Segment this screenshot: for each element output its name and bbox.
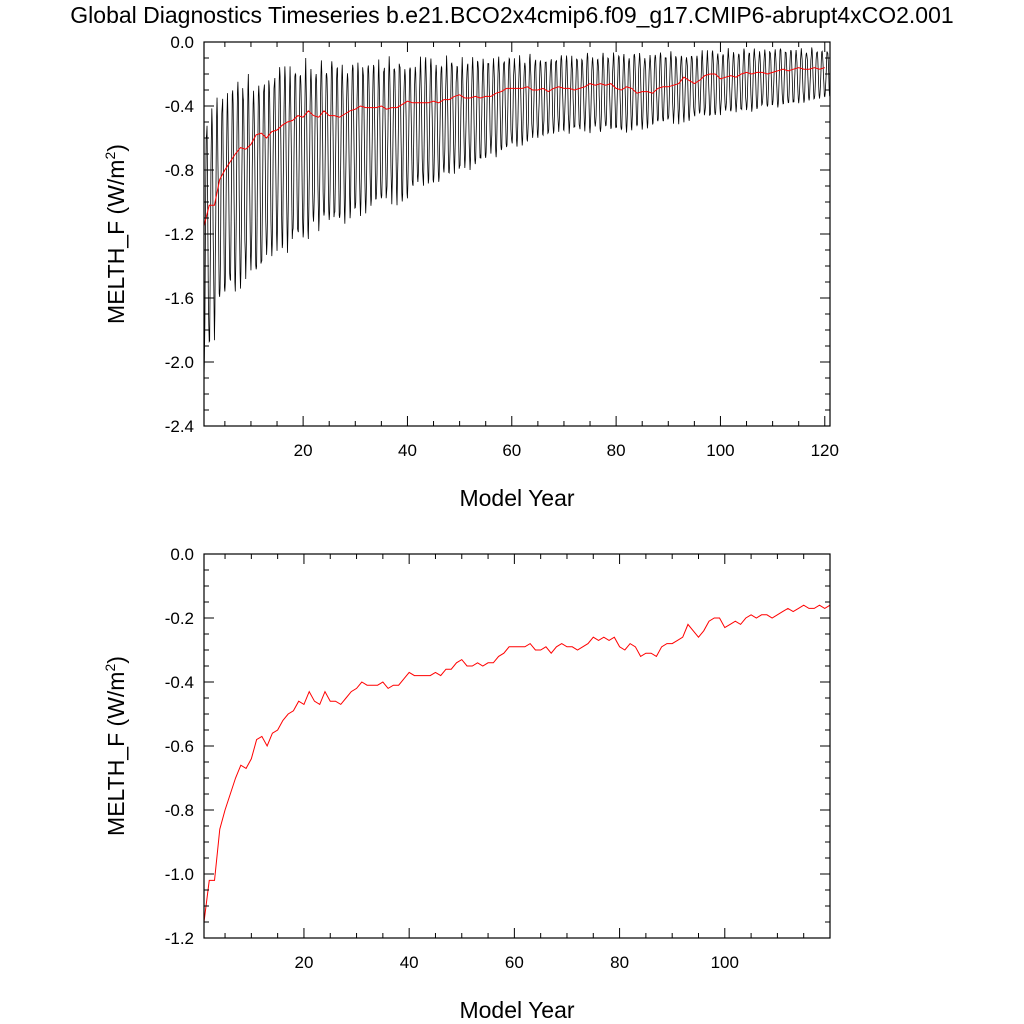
top-monthly-series-line	[203, 47, 831, 379]
top-plot-frame	[203, 41, 831, 427]
page-title: Global Diagnostics Timeseries b.e21.BCO2…	[70, 2, 954, 28]
bottom-y-tick-label: 0.0	[170, 545, 194, 564]
bottom-y-axis-title: MELTH_F (W/m2)	[102, 656, 129, 836]
bottom-y-axis-title-end: )	[103, 656, 129, 664]
top-y-axis-title-main: MELTH_F (W/m	[103, 160, 129, 324]
bottom-y-tick-label: -0.8	[165, 801, 194, 820]
bottom-annual-mean-line	[203, 604, 831, 923]
top-panel: 20 40 60 80 100 120 0.0 -0.4 -0.8 -1.2 -1.6 -2.0 -2.…	[102, 33, 839, 511]
top-y-tick-label: -1.6	[165, 289, 194, 308]
bottom-panel: 20 40 60 80 100 0.0 -0.2 -0.4 -0.6 -0.8 -1.0 -1.2 Mo…	[102, 545, 831, 1023]
bottom-x-axis-title: Model Year	[459, 997, 574, 1023]
bottom-x-tick-label: 20	[294, 953, 313, 972]
bottom-y-tick-label: -0.4	[165, 673, 194, 692]
bottom-y-tick-label: -0.2	[165, 609, 194, 628]
top-y-tick-label: -0.4	[165, 97, 194, 116]
bottom-y-axis-title-main: MELTH_F (W/m	[103, 672, 129, 836]
top-y-axis-title-superscript: 2	[102, 152, 118, 160]
bottom-plot-frame	[203, 553, 831, 939]
bottom-x-tick-label: 60	[505, 953, 524, 972]
bottom-y-axis-title-superscript: 2	[102, 664, 118, 672]
top-x-tick-label: 60	[502, 441, 521, 460]
top-y-tick-label: 0.0	[170, 33, 194, 52]
top-y-axis-title: MELTH_F (W/m2)	[102, 144, 129, 324]
top-x-tick-label: 100	[706, 441, 734, 460]
top-x-axis-title: Model Year	[459, 485, 574, 511]
bottom-y-tick-label: -1.2	[165, 929, 194, 948]
top-x-tick-label: 20	[294, 441, 313, 460]
top-y-tick-label: -0.8	[165, 161, 194, 180]
bottom-x-tick-label: 100	[711, 953, 739, 972]
top-y-tick-label: -2.0	[165, 353, 194, 372]
bottom-y-tick-label: -0.6	[165, 737, 194, 756]
bottom-x-tick-label: 80	[610, 953, 629, 972]
bottom-x-tick-label: 40	[400, 953, 419, 972]
top-annual-mean-line	[203, 67, 825, 227]
top-x-tick-label: 40	[398, 441, 417, 460]
top-y-axis-title-end: )	[103, 144, 129, 152]
top-x-tick-label: 80	[607, 441, 626, 460]
top-y-tick-label: -1.2	[165, 225, 194, 244]
top-x-tick-label: 120	[811, 441, 839, 460]
top-y-tick-label: -2.4	[165, 417, 194, 436]
bottom-y-tick-label: -1.0	[165, 865, 194, 884]
